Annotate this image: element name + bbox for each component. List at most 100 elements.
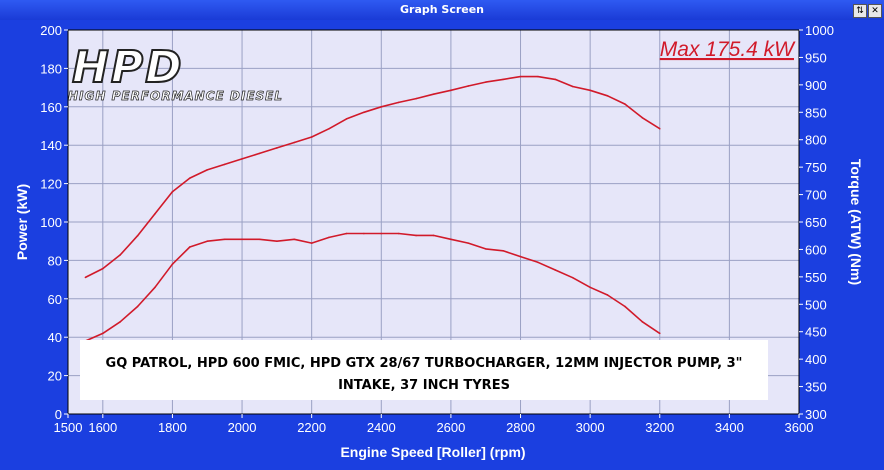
y-tick-label: 140 <box>40 138 62 153</box>
series-1-point <box>102 267 104 270</box>
series-2-point <box>519 255 522 258</box>
series-2-point <box>397 232 400 235</box>
series-2-point <box>380 232 383 235</box>
y-tick-label: 80 <box>48 253 62 268</box>
series-line-1 <box>85 75 661 279</box>
y2-tick-label: 1000 <box>805 23 834 38</box>
x-tick-label: 1500 <box>54 420 83 435</box>
y-tick-label: 200 <box>40 23 62 38</box>
series-2-point <box>258 238 261 241</box>
caption-line-1: GQ PATROL, HPD 600 FMIC, HPD GTX 28/67 T… <box>106 356 743 371</box>
series-2-point <box>606 294 609 296</box>
series-1-point <box>223 163 226 166</box>
series-1-point <box>519 75 522 78</box>
close-icon[interactable]: ✕ <box>868 4 882 18</box>
series-1-point <box>119 254 122 256</box>
y2-tick-label: 500 <box>805 297 827 312</box>
series-2-point <box>502 250 504 252</box>
series-1-point <box>537 75 539 78</box>
series-1-point <box>624 103 626 105</box>
series-1-point <box>258 152 261 155</box>
series-1-point <box>171 191 174 193</box>
series-1-point <box>641 116 644 119</box>
series-2-point <box>189 246 191 248</box>
series-1-point <box>571 85 574 88</box>
y2-tick-label: 700 <box>805 188 827 203</box>
y2-axis-ticks: 300 350 400 450 500 550 600 650 700 750 800 850 900 9… <box>799 23 834 422</box>
series-1-point <box>84 276 87 279</box>
series-2-point <box>467 242 470 244</box>
series-1-point <box>241 158 243 160</box>
x-tick-label: 2400 <box>367 420 396 435</box>
series-1-point <box>484 81 487 83</box>
series-2-point <box>310 242 313 244</box>
series-2-point <box>276 240 278 242</box>
y-tick-label: 0 <box>55 407 62 422</box>
y-tick-label: 180 <box>40 61 62 76</box>
series-2-point <box>154 286 156 289</box>
series-1-point <box>206 169 209 171</box>
series-1-point <box>189 177 191 179</box>
x-tick-label: 1800 <box>158 420 187 435</box>
x-tick-label: 3400 <box>715 420 744 435</box>
y2-tick-label: 800 <box>805 133 827 148</box>
y2-tick-label: 450 <box>805 325 827 340</box>
title-bar: Graph Screen ⇅ ✕ <box>0 0 884 20</box>
series-2-point <box>136 305 139 308</box>
series-1-point <box>450 89 452 92</box>
x-tick-label: 2000 <box>228 420 257 435</box>
series-2-point <box>432 234 435 237</box>
x-tick-label: 1600 <box>88 420 117 435</box>
x-tick-label: 3000 <box>576 420 605 435</box>
series-2-point <box>641 321 644 323</box>
series-2-point <box>171 263 174 266</box>
series-line-2 <box>85 232 661 342</box>
series-2-point <box>554 269 557 271</box>
series-1-point <box>328 127 330 130</box>
series-1-point <box>276 147 278 149</box>
x-tick-label: 3600 <box>785 420 814 435</box>
series-1-point <box>415 97 417 100</box>
y2-tick-label: 300 <box>805 407 827 422</box>
series-1-point <box>380 106 383 108</box>
series-1-point <box>432 93 435 95</box>
series-1-point <box>310 136 313 138</box>
series-2-point <box>415 234 417 237</box>
series-1-point <box>136 234 139 237</box>
series-1-point <box>345 118 348 120</box>
series-2-point <box>589 286 591 289</box>
series-2-point <box>484 248 487 250</box>
y2-tick-label: 650 <box>805 215 827 230</box>
series-1-point <box>293 141 296 144</box>
y2-tick-label: 750 <box>805 160 827 175</box>
y-tick-label: 100 <box>40 215 62 230</box>
series-1-point <box>554 78 557 81</box>
series-1-point <box>154 212 156 215</box>
x-tick-label: 3200 <box>645 420 674 435</box>
y-tick-label: 20 <box>48 369 62 384</box>
y2-tick-label: 350 <box>805 380 827 395</box>
series-2-point <box>328 236 330 239</box>
series-2-point <box>293 238 296 241</box>
y-tick-label: 40 <box>48 330 62 345</box>
series-2-point <box>571 276 574 279</box>
series-1-point <box>589 89 591 92</box>
y2-tick-label: 400 <box>805 352 827 367</box>
caption-line-2: INTAKE, 37 INCH TYRES <box>338 378 510 393</box>
series-2-point <box>658 332 661 335</box>
series-2-point <box>537 261 539 264</box>
series-1-point <box>606 95 609 97</box>
series-group <box>84 75 661 342</box>
window-title: Graph Screen <box>399 3 485 16</box>
logo-text: HPD <box>72 42 184 93</box>
series-1-point <box>397 101 400 104</box>
restore-icon[interactable]: ⇅ <box>853 4 867 18</box>
series-2-point <box>223 238 226 241</box>
series-2-point <box>206 240 209 242</box>
series-1-point <box>363 111 365 114</box>
series-1-point <box>658 127 661 130</box>
series-2-point <box>363 232 365 235</box>
series-2-point <box>119 321 122 323</box>
y2-tick-label: 850 <box>805 105 827 120</box>
